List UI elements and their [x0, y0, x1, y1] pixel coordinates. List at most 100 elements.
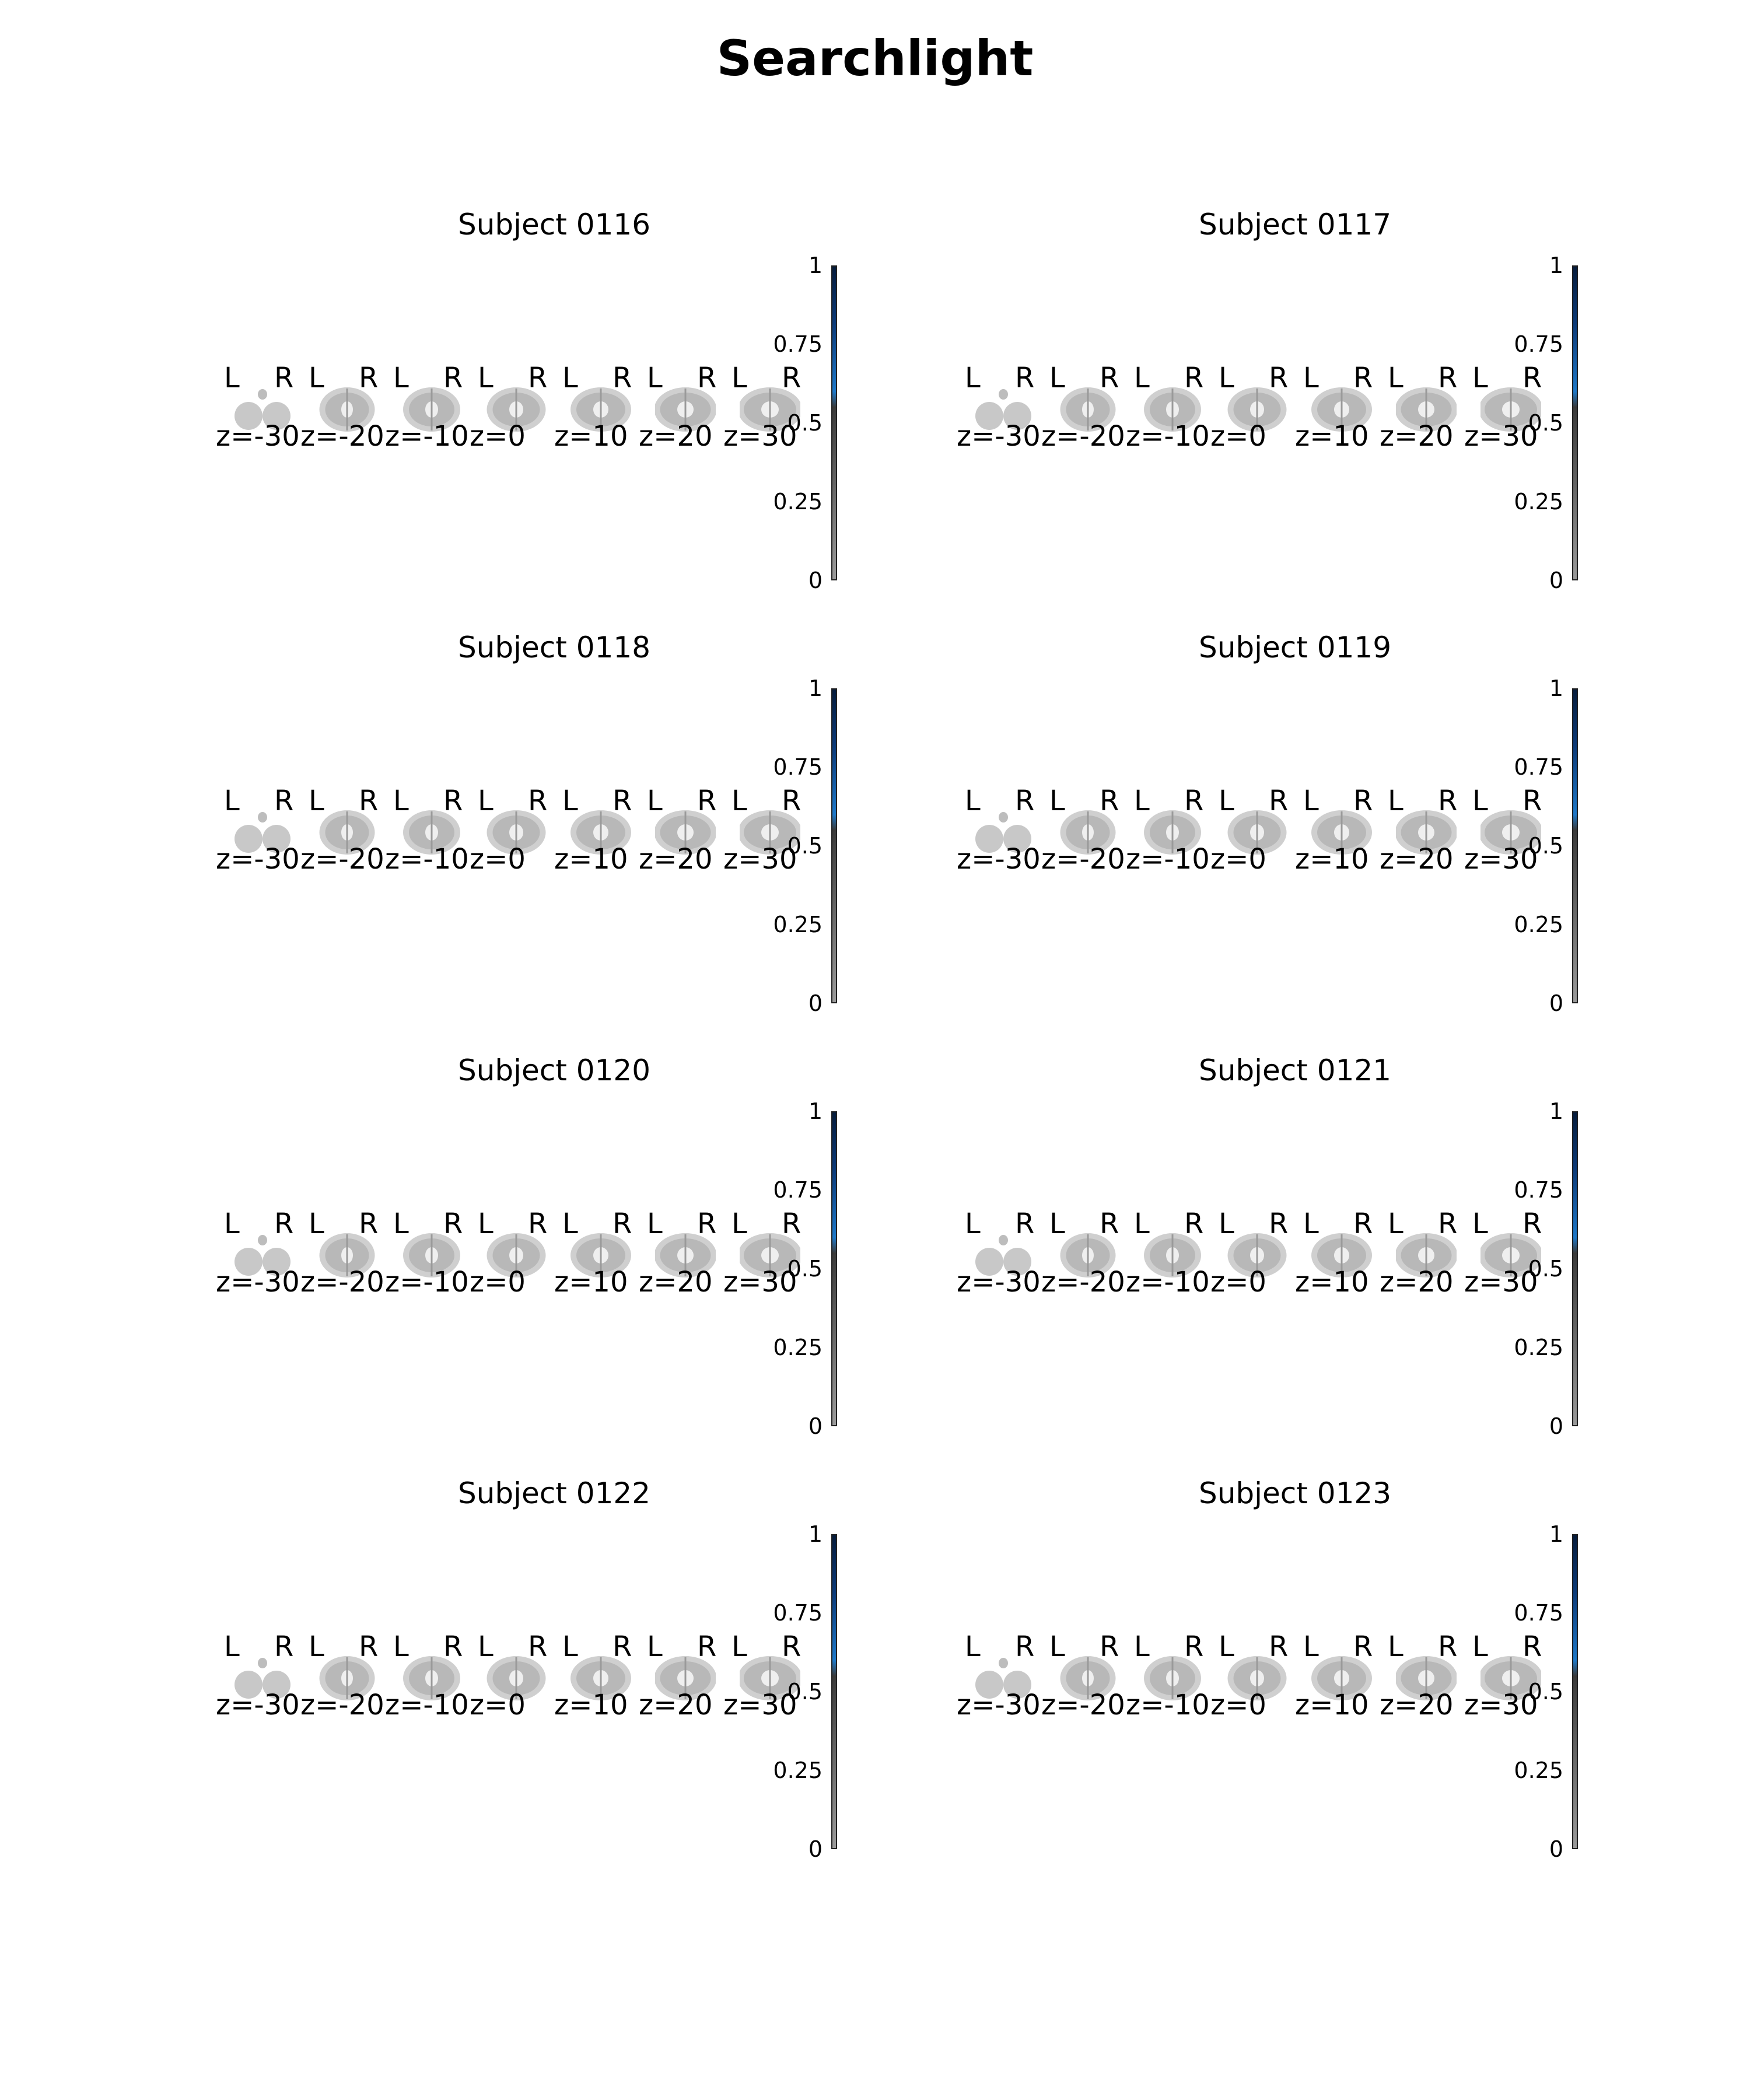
brain-slice-image — [740, 1233, 800, 1278]
left-label: L — [965, 1208, 981, 1240]
left-label: L — [309, 1630, 324, 1663]
right-label: R — [274, 785, 294, 817]
left-label: L — [224, 1630, 240, 1663]
colorbar-tick-label: 0.5 — [1528, 1256, 1563, 1282]
z-coordinate-label: z=30 — [1464, 420, 1538, 453]
colorbar-tick-label: 0.5 — [1528, 1679, 1563, 1704]
brain-slice-image — [1144, 1233, 1201, 1278]
left-label: L — [647, 1630, 663, 1663]
left-label: L — [1219, 1630, 1234, 1663]
z-coordinate-label: z=0 — [470, 1266, 526, 1298]
z-coordinate-label: z=20 — [1380, 1689, 1454, 1721]
right-label: R — [528, 785, 548, 817]
z-coordinate-label: z=30 — [723, 1266, 797, 1298]
right-label: R — [1100, 1630, 1119, 1663]
right-label: R — [1015, 362, 1035, 394]
panel-title: Subject 0123 — [1198, 1476, 1392, 1510]
colorbar-tick-label: 0.25 — [773, 1758, 822, 1783]
right-label: R — [274, 1208, 294, 1240]
colorbar-tick-label: 0.25 — [1514, 489, 1563, 514]
z-coordinate-label: z=20 — [1380, 1266, 1454, 1298]
brain-slice-image — [319, 1656, 375, 1700]
colorbar-tick-label: 0 — [808, 568, 822, 593]
right-label: R — [359, 1208, 379, 1240]
right-label: R — [443, 1208, 463, 1240]
colorbar-tick-label: 0 — [1549, 568, 1563, 593]
figure-title: Searchlight — [716, 30, 1034, 87]
brain-slice-image — [1060, 1656, 1116, 1700]
colorbar-tick-label: 0.75 — [773, 754, 822, 780]
brain-slice-image — [403, 387, 460, 432]
brain-slice-image — [740, 810, 800, 855]
z-coordinate-label: z=10 — [1295, 1266, 1369, 1298]
brain-slice-image — [319, 1233, 375, 1278]
z-coordinate-label: z=-30 — [216, 1266, 300, 1298]
panel-title: Subject 0117 — [1198, 208, 1392, 242]
z-coordinate-label: z=-30 — [957, 843, 1041, 876]
left-label: L — [1303, 785, 1319, 817]
right-label: R — [612, 1630, 632, 1663]
z-coordinate-label: z=10 — [1295, 843, 1369, 876]
colorbar-tick-label: 0 — [1549, 991, 1563, 1016]
right-label: R — [1184, 785, 1204, 817]
brain-slice-image — [1227, 810, 1287, 855]
colorbar-tick-label: 0.5 — [787, 1256, 822, 1282]
left-label: L — [1049, 785, 1065, 817]
left-label: L — [647, 1208, 663, 1240]
right-label: R — [1438, 1208, 1458, 1240]
brain-slice-image — [655, 810, 716, 855]
colorbar-tick-label: 0 — [1549, 1413, 1563, 1439]
right-label: R — [1184, 362, 1204, 394]
right-label: R — [443, 1630, 463, 1663]
colorbar-tick-label: 0.75 — [773, 1600, 822, 1626]
brain-slice-image — [740, 1656, 800, 1700]
colorbar-tick-label: 0.25 — [1514, 1335, 1563, 1360]
colorbar-tick-label: 0.75 — [1514, 331, 1563, 357]
brain-slice-image — [570, 387, 631, 432]
right-label: R — [274, 1630, 294, 1663]
brain-slice-image — [1144, 387, 1201, 432]
left-label: L — [224, 1208, 240, 1240]
z-coordinate-label: z=10 — [1295, 1689, 1369, 1721]
z-coordinate-label: z=-10 — [385, 1266, 469, 1298]
left-label: L — [478, 785, 494, 817]
z-coordinate-label: z=10 — [554, 1689, 628, 1721]
z-coordinate-label: z=20 — [1380, 843, 1454, 876]
brain-slice-image — [1227, 1656, 1287, 1700]
colorbar-tick-label: 0.75 — [773, 1177, 822, 1203]
z-coordinate-label: z=-10 — [385, 1689, 469, 1721]
right-label: R — [612, 785, 632, 817]
panel-title: Subject 0119 — [1198, 631, 1392, 664]
z-coordinate-label: z=-20 — [1041, 420, 1125, 453]
brain-slice-image — [1144, 810, 1201, 855]
z-coordinate-label: z=20 — [1380, 420, 1454, 453]
right-label: R — [1015, 1630, 1035, 1663]
right-label: R — [1184, 1630, 1204, 1663]
left-label: L — [393, 1630, 409, 1663]
brain-slice-image — [1396, 810, 1457, 855]
